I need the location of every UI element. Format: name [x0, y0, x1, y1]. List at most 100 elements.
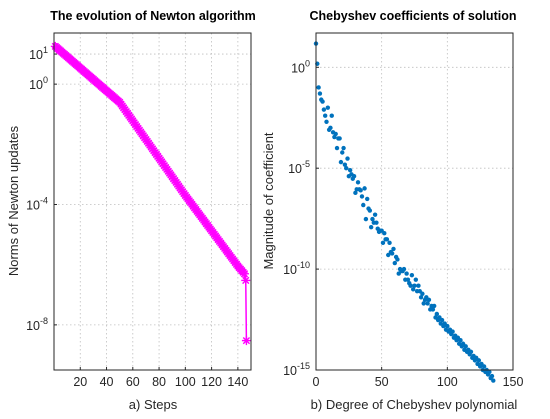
y-tick-exponent: -5 [302, 159, 310, 169]
chebyshev-point [426, 297, 432, 303]
chebyshev-title: Chebyshev coefficients of solution [310, 9, 517, 23]
newton-y-label: Norms of Newton updates [6, 125, 21, 276]
newton-x-ticks: 20 40 60 80 100 120 140 [73, 367, 248, 389]
y-tick-base: 10 [291, 61, 305, 75]
y-tick-exponent: -10 [297, 260, 310, 270]
chebyshev-point [401, 266, 407, 272]
chebyshev-point [317, 91, 323, 96]
chebyshev-point [405, 277, 411, 282]
x-tick-label: 100 [175, 375, 196, 389]
y-tick-base: 10 [29, 78, 43, 92]
chebyshev-point [468, 349, 474, 354]
y-tick-label: 10-15 [283, 361, 310, 378]
chebyshev-point [382, 231, 387, 236]
y-tick-label: 101 [29, 45, 48, 62]
chebyshev-point [418, 295, 424, 300]
chebyshev-point [413, 277, 419, 282]
chebyshev-y-label: Magnitude of coefficient [261, 132, 276, 269]
newton-point [241, 336, 251, 346]
y-tick-base: 10 [29, 48, 43, 62]
chebyshev-x-ticks: 0 50 100 150 [313, 367, 524, 389]
chebyshev-point [325, 105, 331, 110]
chebyshev-point [489, 373, 495, 379]
chebyshev-point [412, 283, 417, 288]
chebyshev-point [338, 159, 344, 165]
x-tick-label: 0 [313, 375, 320, 389]
chebyshev-point [450, 329, 455, 334]
newton-plot-area [50, 41, 251, 346]
chebyshev-point [368, 224, 374, 230]
newton-grid [54, 33, 251, 370]
chebyshev-point [387, 240, 392, 246]
chebyshev-point [458, 337, 463, 343]
x-tick-label: 60 [126, 375, 140, 389]
y-tick-label: 100 [291, 58, 310, 75]
chebyshev-point [384, 237, 390, 242]
chebyshev-point [347, 167, 353, 173]
chebyshev-point [408, 283, 413, 288]
x-tick-label: 100 [437, 375, 458, 389]
y-tick-base: 10 [288, 162, 302, 176]
chebyshev-point [372, 212, 378, 217]
x-tick-label: 80 [152, 375, 166, 389]
chebyshev-point [463, 344, 468, 349]
chebyshev-point [391, 246, 396, 252]
newton-x-label: a) Steps [129, 397, 178, 412]
y-tick-exponent: 0 [305, 58, 310, 68]
x-tick-label: 20 [73, 375, 87, 389]
chebyshev-point [367, 208, 373, 213]
chebyshev-point [410, 287, 416, 292]
chebyshev-point [416, 283, 421, 288]
chebyshev-point [353, 190, 358, 196]
chebyshev-grid [316, 33, 513, 370]
newton-axes-frame [53, 32, 252, 371]
chebyshev-point [328, 125, 333, 131]
chebyshev-point [481, 364, 487, 369]
chebyshev-point [476, 358, 482, 363]
y-tick-exponent: 0 [43, 75, 48, 85]
y-tick-label: 10-5 [288, 159, 310, 176]
chebyshev-x-label: b) Degree of Chebyshev polynomial [311, 397, 518, 412]
chebyshev-panel: Chebyshev coefficients of solution 0 50 10… [261, 9, 523, 412]
x-tick-label: 140 [227, 375, 248, 389]
chebyshev-point [321, 107, 327, 112]
x-tick-label: 150 [503, 375, 524, 389]
chebyshev-point [344, 166, 349, 171]
chebyshev-point [322, 113, 328, 118]
chebyshev-point [404, 271, 409, 276]
chebyshev-point [432, 303, 437, 309]
chebyshev-plot-area [313, 41, 496, 383]
chebyshev-point [355, 180, 361, 185]
x-tick-label: 120 [201, 375, 222, 389]
y-tick-label: 100 [29, 75, 48, 92]
chebyshev-point [487, 369, 492, 375]
chebyshev-point [341, 145, 346, 151]
chebyshev-point [491, 378, 496, 383]
y-tick-base: 10 [283, 364, 297, 378]
chebyshev-point [345, 156, 350, 161]
chebyshev-point [374, 220, 379, 225]
newton-panel: The evolution of Newton algorithm 20 40 60… [6, 9, 256, 412]
chebyshev-point [389, 251, 395, 256]
chebyshev-point [430, 307, 436, 312]
chebyshev-point [380, 240, 386, 246]
chebyshev-point [342, 162, 348, 167]
chebyshev-point [320, 99, 325, 104]
chebyshev-point [358, 188, 363, 193]
chebyshev-point [363, 216, 369, 222]
chebyshev-point [420, 291, 425, 296]
chebyshev-point [421, 301, 426, 306]
y-tick-exponent: -8 [40, 316, 48, 326]
newton-point [239, 269, 249, 279]
y-tick-base: 10 [283, 263, 297, 277]
chebyshev-point [340, 150, 345, 155]
chebyshev-point [333, 131, 338, 137]
y-tick-exponent: 1 [43, 45, 48, 55]
x-tick-label: 50 [375, 375, 389, 389]
chebyshev-point [370, 216, 375, 222]
y-tick-base: 10 [26, 319, 40, 333]
chebyshev-point [351, 174, 357, 179]
y-tick-label: 10-8 [26, 316, 48, 333]
